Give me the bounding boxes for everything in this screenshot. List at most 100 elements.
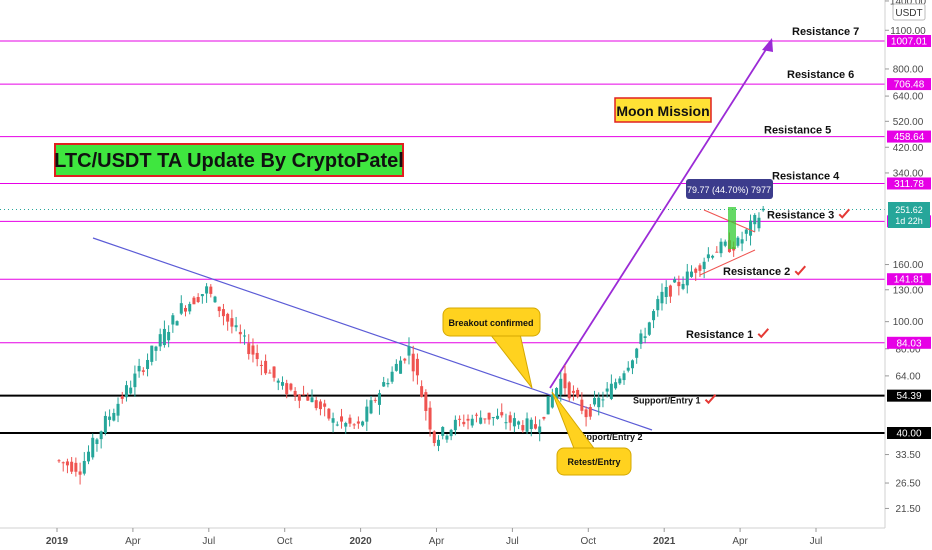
checkmark-icon	[757, 328, 770, 339]
candle-body	[630, 360, 634, 369]
candle-body	[504, 422, 508, 424]
candle-body	[226, 313, 230, 322]
level-price-label: 40.00	[896, 429, 921, 440]
y-tick-label: 800.00	[893, 64, 924, 75]
candle-body	[365, 406, 369, 422]
moon-mission-arrow	[549, 39, 773, 389]
candle-body	[647, 322, 651, 335]
candle-body	[285, 383, 289, 395]
candle-body	[230, 318, 234, 327]
level-price-label: 706.48	[894, 80, 925, 91]
candle-body	[116, 403, 120, 416]
candle-body	[550, 394, 554, 408]
candle-body	[593, 398, 597, 405]
retest-label: Retest/Entry	[567, 457, 620, 467]
candle-body	[694, 268, 698, 273]
candle-body	[428, 407, 432, 430]
candle-body	[517, 421, 521, 425]
y-tick-label: 520.00	[893, 117, 924, 128]
candle-body	[546, 396, 550, 415]
candle-body	[424, 392, 428, 411]
candle-body	[280, 382, 284, 386]
candle-body	[158, 334, 162, 347]
candle-body	[234, 325, 238, 328]
breakout-label: Breakout confirmed	[448, 318, 533, 328]
candle-body	[175, 321, 179, 326]
candle-body	[314, 400, 318, 409]
candle-body	[466, 418, 470, 421]
candle-body	[445, 435, 449, 440]
level-price-label: 54.39	[896, 391, 921, 402]
x-tick-label: Oct	[581, 536, 597, 547]
candle-body	[415, 358, 419, 376]
candle-body	[458, 418, 462, 420]
candle-body	[744, 229, 748, 234]
candle-body	[702, 261, 706, 270]
candle-body	[95, 439, 99, 445]
candle-body	[264, 360, 268, 374]
candle-body	[297, 394, 301, 401]
level-price-badge	[887, 273, 931, 286]
candle-body	[369, 400, 373, 414]
level-name-label: Resistance 4	[772, 170, 840, 182]
candle-body	[664, 287, 668, 298]
retest-callout: Retest/Entry	[551, 391, 632, 476]
candle-body	[356, 421, 360, 424]
level-price-label: 458.64	[894, 132, 925, 143]
candle-body	[91, 437, 95, 458]
candle-body	[403, 358, 407, 361]
level-price-label: 311.78	[894, 179, 924, 190]
y-tick-label: 64.00	[895, 371, 920, 382]
y-tick-label: 100.00	[893, 317, 924, 328]
candle-body	[74, 462, 78, 472]
countdown-label: 1d 22h	[895, 216, 923, 226]
candle-body	[188, 303, 192, 312]
candle-body	[643, 336, 647, 338]
y-tick-label: 80.00	[895, 344, 920, 355]
candle-body	[576, 389, 580, 397]
measurement-text: 79.77 (44.70%) 7977	[687, 185, 771, 195]
candle-body	[542, 416, 546, 419]
title-box: LTC/USDT TA Update By CryptoPatel	[54, 143, 404, 177]
candle-body	[99, 431, 103, 440]
candle-body	[196, 297, 200, 302]
candle-body	[251, 345, 255, 355]
candle-body	[479, 417, 483, 424]
y-tick-label: 640.00	[893, 92, 924, 103]
candle-body	[656, 299, 660, 311]
candle-body	[432, 431, 436, 444]
candle-body	[533, 424, 537, 429]
candle-body	[179, 303, 183, 314]
y-tick-label: 160.00	[893, 260, 924, 271]
candle-body	[597, 397, 601, 408]
candle-body	[757, 217, 761, 229]
candle-body	[340, 416, 344, 422]
candle-body	[668, 285, 672, 297]
level-price-badge	[887, 427, 931, 439]
chart-title: LTC/USDT TA Update By CryptoPatel	[54, 150, 404, 172]
candle-body	[483, 418, 487, 420]
candle-body	[259, 364, 263, 366]
candle-body	[361, 421, 365, 426]
currency-badge: USDT	[892, 3, 926, 21]
level-name-label: Resistance 1	[686, 329, 753, 341]
candles-layer	[57, 206, 765, 485]
y-tick-label: 130.00	[893, 285, 924, 296]
candle-body	[660, 291, 664, 304]
candle-body	[70, 461, 74, 472]
candle-body	[217, 306, 221, 312]
candle-body	[327, 408, 331, 419]
candle-body	[749, 220, 753, 236]
candle-body	[411, 353, 415, 372]
candle-body	[567, 382, 571, 399]
candle-body	[348, 417, 352, 424]
measurement-box	[728, 207, 736, 249]
candle-body	[715, 251, 719, 253]
candle-body	[65, 461, 69, 466]
candle-body	[335, 424, 339, 426]
candle-body	[272, 366, 276, 378]
candle-body	[723, 241, 727, 246]
y-tick-label: 1100.00	[890, 26, 926, 37]
